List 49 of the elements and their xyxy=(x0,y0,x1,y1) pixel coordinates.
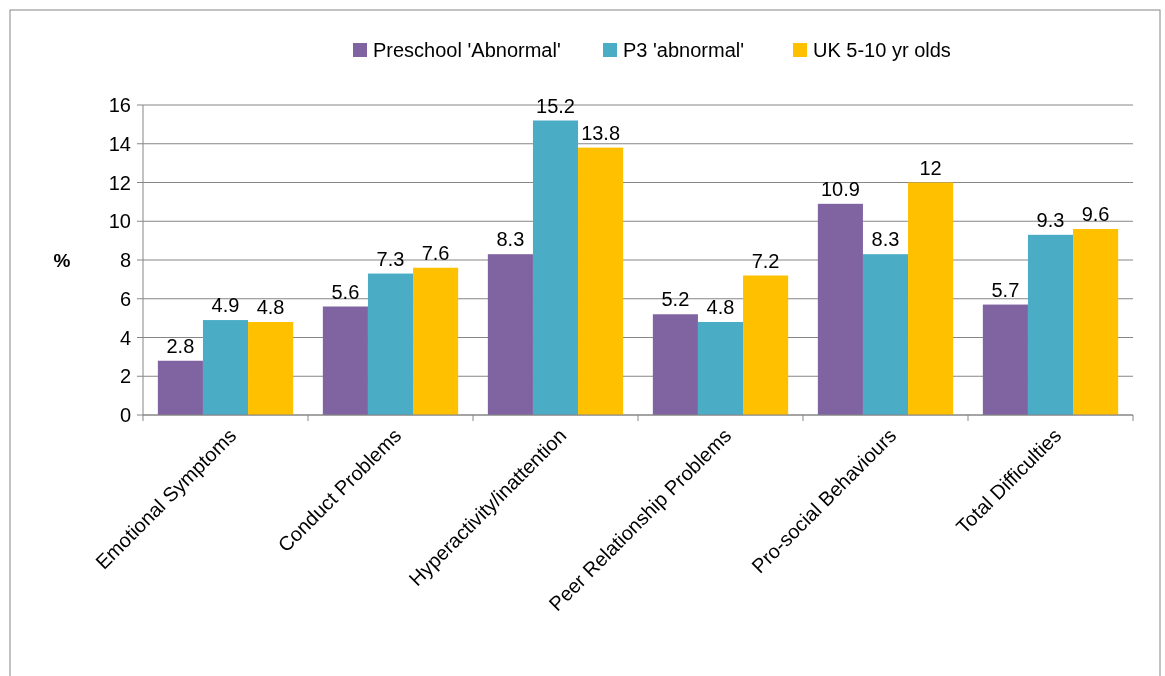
bar xyxy=(743,275,789,415)
data-label: 15.2 xyxy=(536,94,575,117)
y-axis-title: % xyxy=(53,249,71,271)
data-label: 4.8 xyxy=(706,296,735,318)
data-label: 8.3 xyxy=(871,228,900,251)
y-tick-label: 10 xyxy=(108,210,131,233)
legend-label: P3 'abnormal' xyxy=(623,39,745,61)
bar xyxy=(367,273,414,415)
data-label: 2.8 xyxy=(166,334,195,357)
data-label: 13.8 xyxy=(581,121,621,144)
bar xyxy=(908,182,954,415)
data-label: 9.3 xyxy=(1036,208,1065,231)
y-tick-label: 14 xyxy=(108,132,131,155)
bar xyxy=(1073,229,1119,415)
data-label: 5.2 xyxy=(661,288,690,311)
y-tick-label: 6 xyxy=(119,287,131,310)
data-label: 8.3 xyxy=(496,228,525,251)
legend-label: Preschool 'Abnormal' xyxy=(373,39,561,61)
y-tick-label: 4 xyxy=(119,326,131,349)
data-label: 4.9 xyxy=(211,294,240,317)
y-tick-label: 12 xyxy=(108,171,131,194)
bar xyxy=(413,267,459,415)
y-tick-label: 8 xyxy=(119,249,131,271)
bar xyxy=(248,322,294,415)
bar xyxy=(578,147,624,415)
data-label: 5.6 xyxy=(331,280,360,303)
bar xyxy=(862,254,909,415)
y-tick-label: 0 xyxy=(119,404,131,426)
bar xyxy=(697,322,744,415)
data-label: 7.2 xyxy=(751,249,780,272)
data-label: 9.6 xyxy=(1081,203,1110,225)
data-label: 7.3 xyxy=(376,247,405,270)
data-label: 7.6 xyxy=(421,241,450,264)
bar xyxy=(202,320,249,415)
bar xyxy=(652,314,698,415)
y-tick-label: 16 xyxy=(108,94,131,116)
bar xyxy=(157,360,203,415)
bar xyxy=(487,254,533,415)
data-label: 5.7 xyxy=(991,278,1020,301)
bar xyxy=(817,203,863,415)
y-tick-label: 2 xyxy=(119,365,131,388)
data-label: 12 xyxy=(919,156,942,179)
bar xyxy=(322,306,368,415)
bar xyxy=(1027,234,1074,415)
bar xyxy=(532,120,579,415)
data-label: 10.9 xyxy=(820,177,860,200)
bar xyxy=(982,304,1028,415)
data-label: 4.8 xyxy=(256,296,285,318)
legend-label: UK 5-10 yr olds xyxy=(813,39,951,61)
